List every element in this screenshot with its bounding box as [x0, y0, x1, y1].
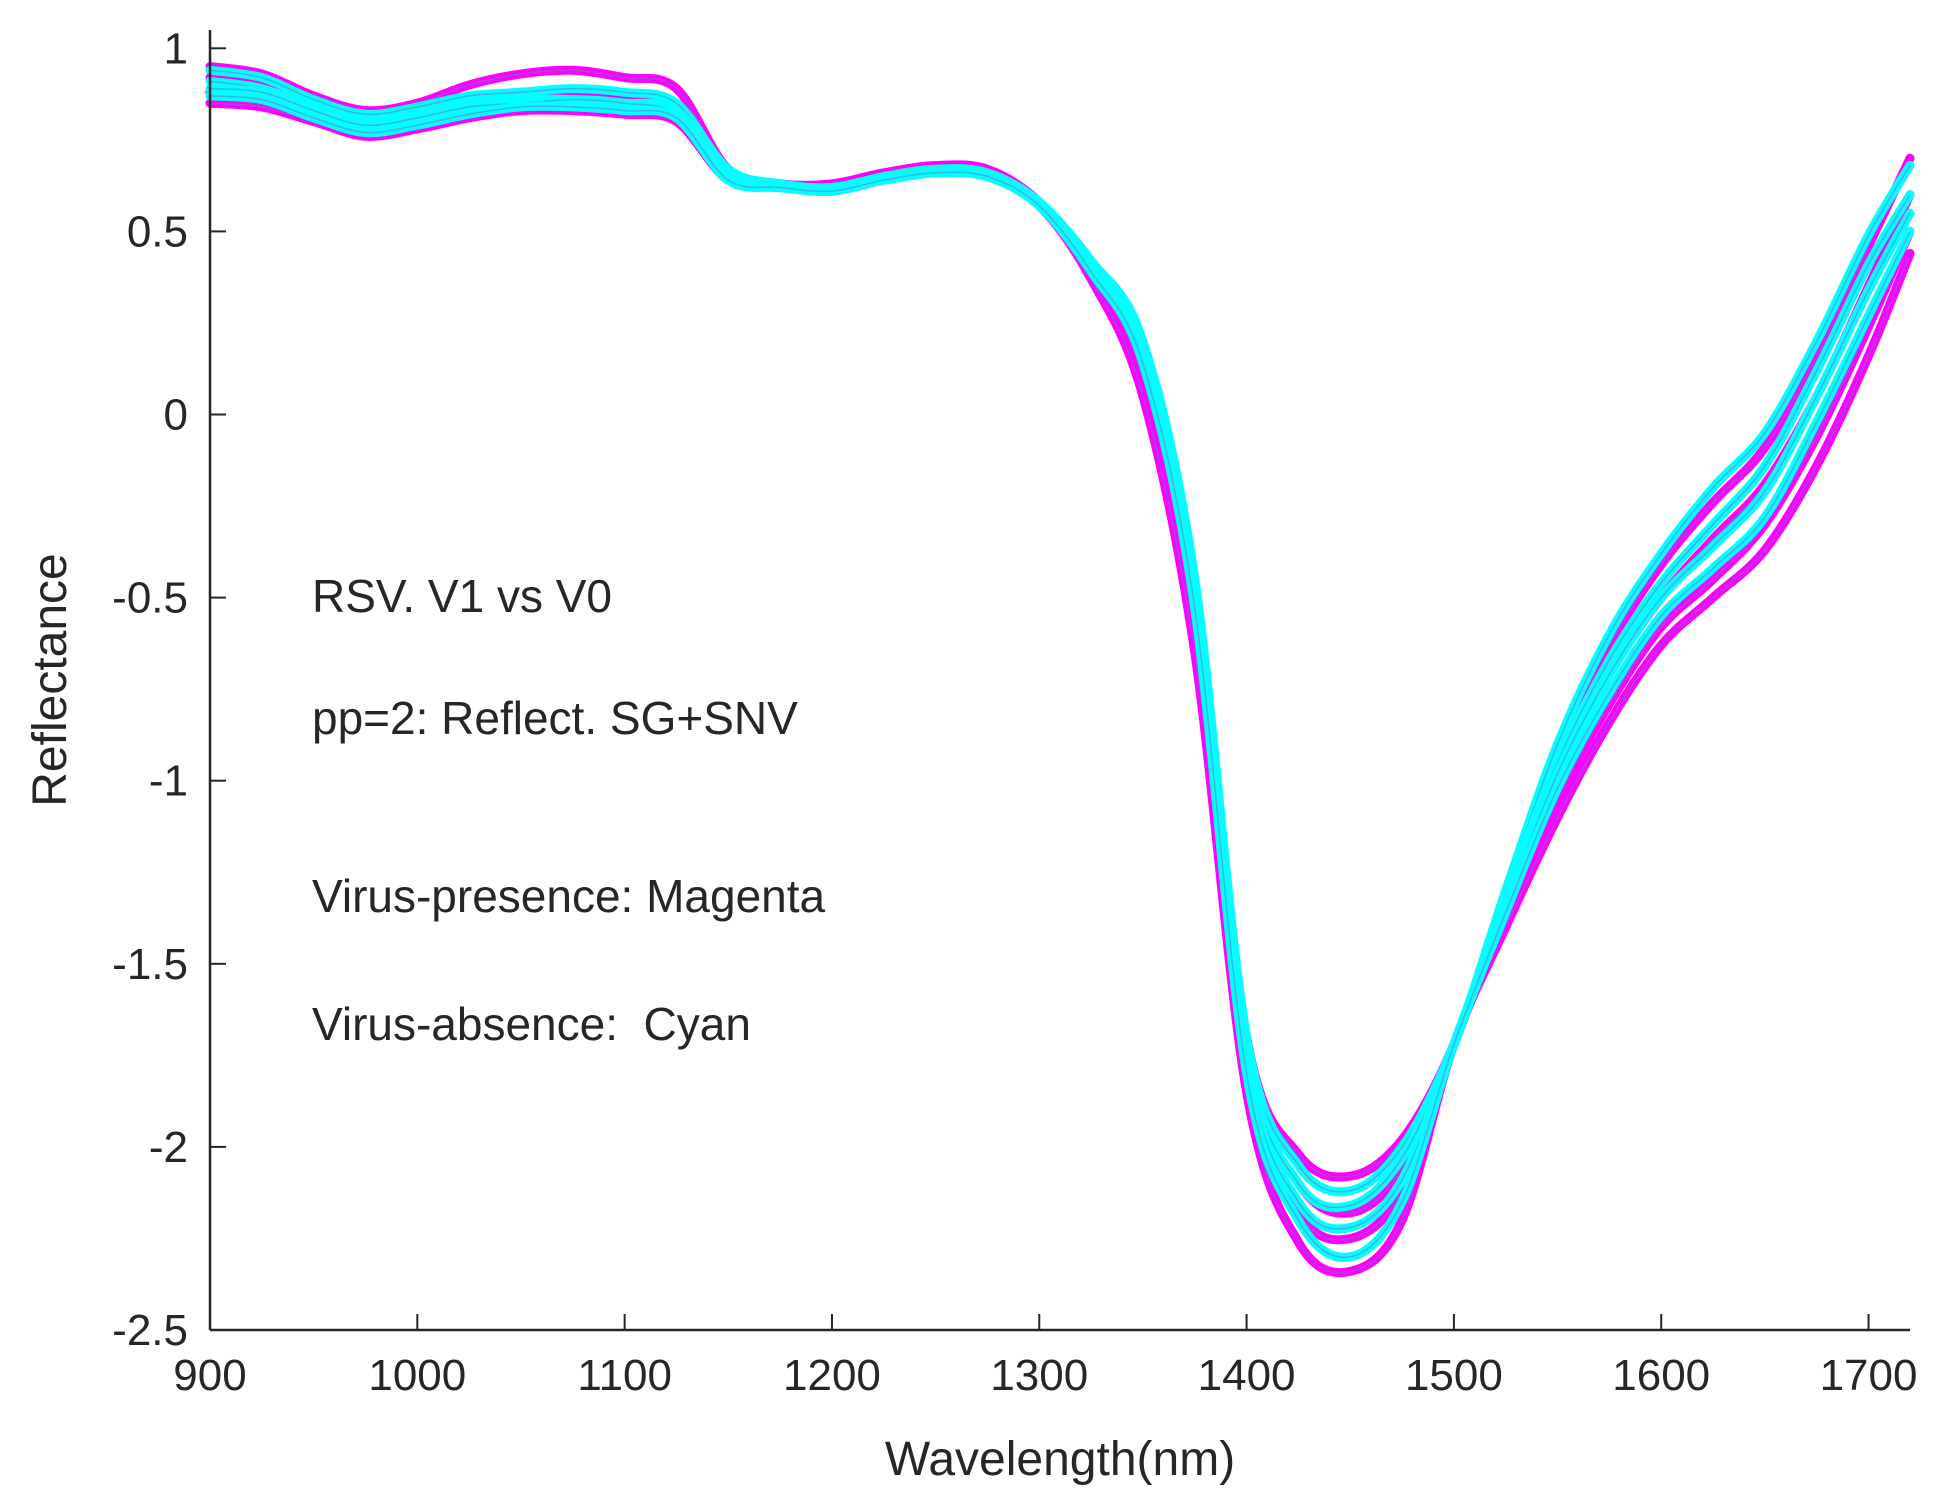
y-tick-label: 0 — [164, 391, 188, 440]
x-tick-label: 1600 — [1612, 1351, 1710, 1400]
x-tick-label: 1400 — [1198, 1351, 1296, 1400]
x-tick-label: 900 — [173, 1351, 246, 1400]
x-tick-label: 1100 — [577, 1351, 672, 1400]
y-tick-label: -1 — [149, 757, 188, 806]
annotation-virus-presence: Virus-presence: Magenta — [312, 870, 826, 922]
annotation-virus-absence: Virus-absence: Cyan — [312, 998, 751, 1050]
y-tick-label: 1 — [164, 24, 188, 73]
y-tick-label: -2.5 — [112, 1306, 188, 1355]
series-layer — [205, 62, 1915, 1278]
y-axis-ticks: 1 0.5 0 -0.5 -1 -1.5 -2 -2.5 — [112, 24, 226, 1355]
y-tick-label: -0.5 — [112, 574, 188, 623]
x-tick-label: 1500 — [1405, 1351, 1503, 1400]
y-tick-label: -1.5 — [112, 940, 188, 989]
x-tick-label: 1700 — [1820, 1351, 1918, 1400]
x-axis-ticks: 900 1000 1100 1200 1300 1400 1500 1600 1700 — [173, 1314, 1917, 1400]
y-tick-label: -2 — [149, 1123, 188, 1172]
annotation-title: RSV. V1 vs V0 — [312, 570, 612, 622]
x-tick-label: 1200 — [783, 1351, 881, 1400]
series-core-line-8 — [209, 95, 1911, 1259]
y-axis-title: Reflectance — [24, 553, 77, 806]
y-tick-label: 0.5 — [127, 207, 188, 256]
annotation-preprocessing: pp=2: Reflect. SG+SNV — [312, 692, 798, 744]
x-tick-label: 1300 — [990, 1351, 1088, 1400]
x-tick-label: 1000 — [368, 1351, 466, 1400]
x-axis-title: Wavelength(nm) — [885, 1433, 1235, 1486]
